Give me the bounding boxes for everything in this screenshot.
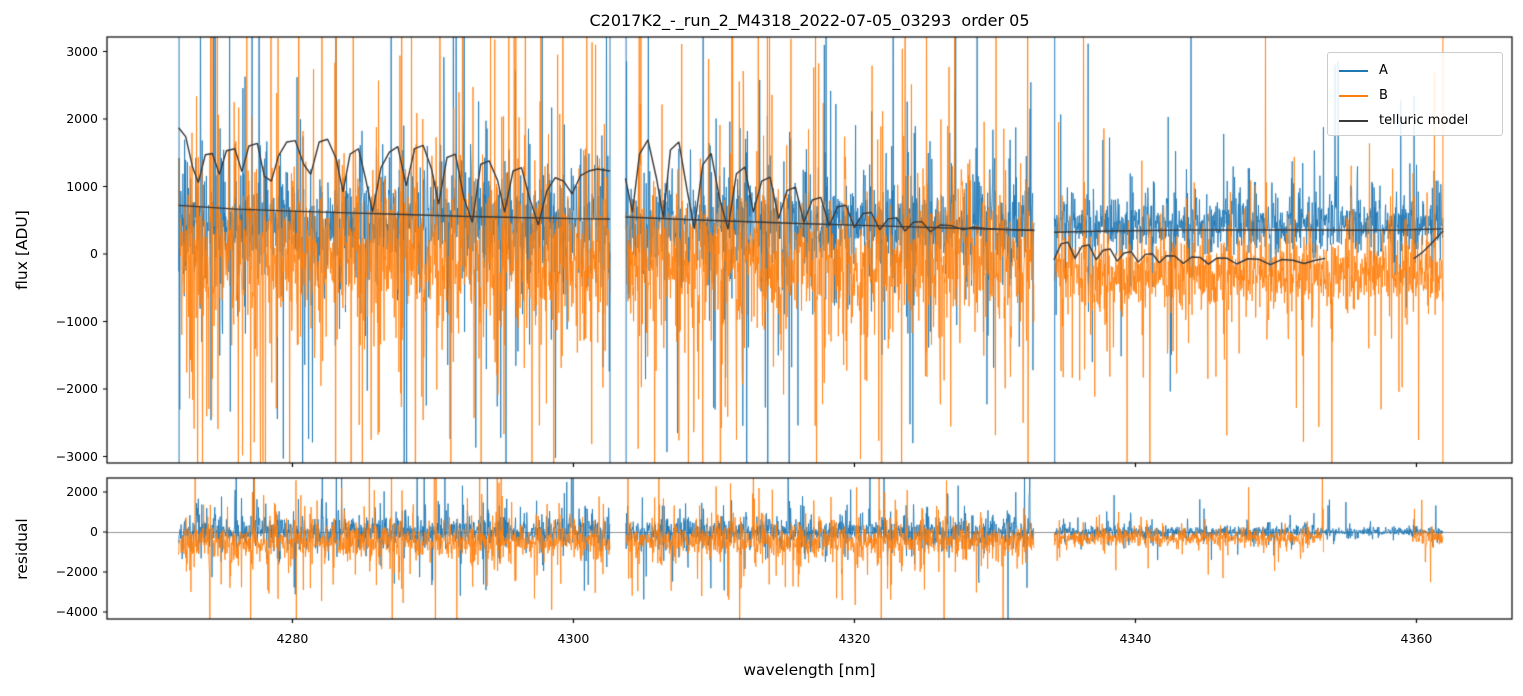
flux-y-tick-label: −1000	[55, 313, 98, 329]
legend-label-a: A	[1379, 63, 1388, 78]
residual-y-tick-label: 2000	[66, 484, 98, 499]
legend-line-swatch-a	[1339, 69, 1368, 72]
legend-line-swatch-telluric-model	[1339, 119, 1368, 122]
x-axis-label: wavelength [nm]	[743, 661, 876, 679]
legend-entry-telluric-model: telluric model	[1328, 108, 1502, 133]
x-tick-label: 4360	[1400, 631, 1433, 646]
flux-y-tick-label: −2000	[55, 381, 98, 397]
flux-y-tick-label: 3000	[66, 43, 98, 59]
flux-y-tick-label: −3000	[55, 448, 98, 464]
flux-y-tick-label: 1000	[66, 178, 98, 194]
legend-entry-b: B	[1328, 83, 1502, 108]
legend-entry-a: A	[1328, 58, 1502, 83]
residual-y-tick-label: 0	[90, 524, 98, 539]
legend-line-swatch-b	[1339, 94, 1368, 97]
chart-title: C2017K2_-_run_2_M4318_2022-07-05_03293 o…	[589, 11, 1030, 30]
residual-y-tick-label: −2000	[55, 564, 98, 579]
legend-label-b: B	[1379, 88, 1388, 103]
legend: A B telluric model	[1327, 52, 1503, 136]
flux-y-tick-label: 0	[90, 246, 98, 262]
x-tick-label: 4280	[276, 631, 309, 646]
flux-y-tick-label: 2000	[66, 111, 98, 126]
x-tick-label: 4320	[838, 631, 871, 646]
x-tick-label: 4340	[1119, 631, 1152, 646]
legend-label-telluric-model: telluric model	[1379, 113, 1469, 128]
residual-y-tick-label: −4000	[55, 604, 98, 619]
x-tick-label: 4300	[557, 631, 590, 646]
